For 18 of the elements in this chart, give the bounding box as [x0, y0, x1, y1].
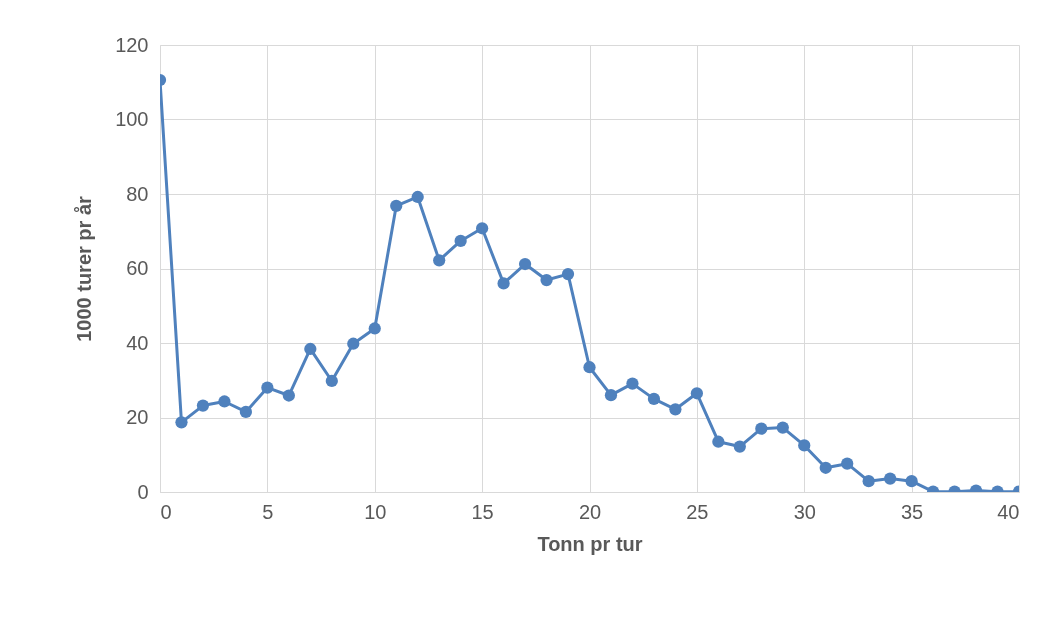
y-tick-label: 80: [126, 182, 149, 205]
x-tick-label: 25: [686, 500, 709, 523]
x-tick-label: 30: [793, 500, 816, 523]
y-axis-title: 1000 turer pr år: [73, 195, 96, 342]
x-tick-label: 5: [262, 500, 274, 523]
y-tick-label: 40: [126, 331, 149, 354]
x-tick-label: 40: [997, 500, 1020, 523]
y-tick-label: 100: [115, 108, 149, 130]
x-tick-label: 15: [471, 500, 494, 523]
y-tick-label: 60: [126, 257, 149, 279]
x-tick-label: 10: [364, 500, 387, 523]
y-tick-label: 20: [126, 406, 149, 428]
x-axis-title: Tonn pr tur: [537, 532, 643, 555]
x-tick-label: 20: [578, 500, 602, 523]
y-tick-label: 120: [115, 33, 149, 56]
x-tick-label: 0: [160, 500, 172, 523]
y-tick-label: 0: [137, 480, 149, 503]
x-tick-label: 35: [901, 500, 924, 523]
